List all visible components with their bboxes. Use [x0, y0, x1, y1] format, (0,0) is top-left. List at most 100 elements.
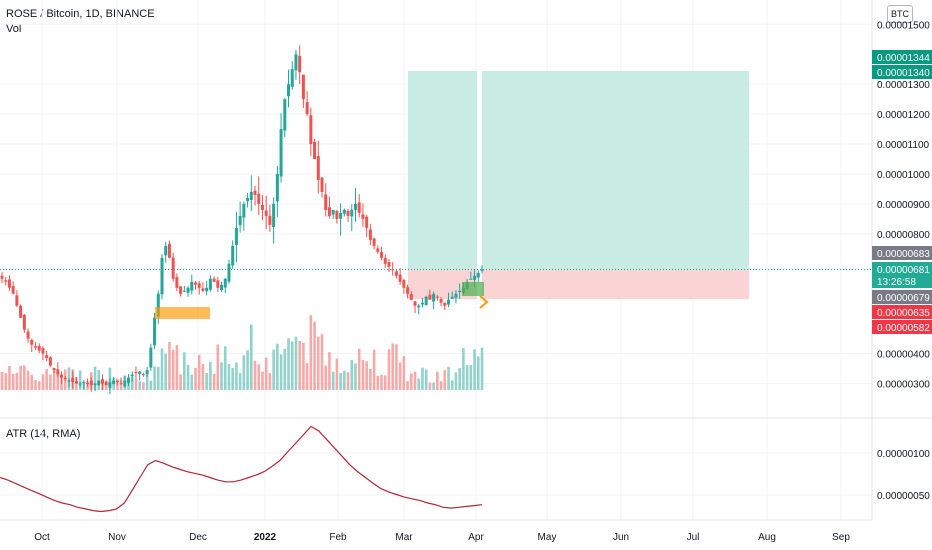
- price-tick-label: 0.00000900: [877, 200, 930, 211]
- volume-bar: [447, 366, 450, 390]
- accumulation-box: [155, 307, 210, 319]
- price-tag: [872, 50, 932, 64]
- volume-bar: [294, 336, 298, 390]
- candle-body: [294, 54, 298, 71]
- volume-bar: [357, 348, 361, 390]
- volume-bar: [462, 348, 465, 390]
- candle-body: [190, 281, 194, 291]
- volume-bar: [250, 324, 253, 390]
- candle-body: [82, 382, 86, 384]
- price-tag: [872, 262, 932, 288]
- volume-bar: [93, 366, 97, 390]
- candle-body: [313, 141, 317, 160]
- volume-bar: [369, 368, 372, 390]
- candle-body: [175, 277, 179, 288]
- candle-body: [435, 296, 439, 298]
- price-tag: [872, 320, 932, 334]
- price-tag: [872, 290, 932, 304]
- time-tick-label: Mar: [395, 532, 413, 543]
- volume-bar: [15, 372, 19, 390]
- volume-bar: [56, 374, 60, 390]
- volume-bar: [175, 345, 179, 390]
- candle-body: [301, 74, 305, 100]
- volume-bar: [313, 321, 316, 390]
- volume-bar: [138, 381, 141, 390]
- candle-body: [22, 314, 26, 330]
- volume-bar: [0, 371, 4, 390]
- candle-body: [153, 317, 157, 346]
- candle-body: [346, 210, 350, 216]
- volume-bar: [339, 372, 342, 390]
- candle-body: [0, 275, 4, 279]
- volume-bar: [436, 371, 439, 390]
- atr-legend: ATR (14, RMA): [6, 428, 81, 440]
- price-tick-label: 0.00001200: [877, 110, 930, 121]
- time-tick-label: Jul: [687, 532, 700, 543]
- volume-bar: [153, 366, 156, 390]
- candle-body: [238, 215, 242, 226]
- volume-bar: [346, 372, 350, 390]
- volume-bar: [246, 350, 249, 390]
- candle-body: [160, 257, 164, 295]
- candle-body: [193, 282, 197, 285]
- candle-body: [413, 301, 417, 306]
- volume-bar: [168, 341, 171, 390]
- volume-bar: [37, 381, 41, 390]
- volume-bar: [30, 374, 34, 390]
- candle-body: [212, 278, 216, 282]
- atr-line: [0, 425, 483, 513]
- volume-bar: [52, 370, 56, 390]
- candle-body: [406, 287, 410, 294]
- price-tag-label: 0.00000683: [877, 249, 930, 260]
- candle-body: [376, 248, 380, 252]
- candle-body: [89, 380, 93, 386]
- volume-bar: [316, 336, 320, 390]
- volume-bar: [164, 353, 168, 390]
- candle-body: [60, 374, 64, 378]
- target-zone: [408, 71, 749, 270]
- candle-body: [387, 262, 391, 267]
- candle-body: [223, 278, 227, 288]
- volume-bar: [220, 362, 223, 390]
- volume-bar: [41, 374, 45, 390]
- candle-body: [309, 115, 313, 145]
- price-tick-label: 0.00001500: [877, 20, 930, 31]
- candle-body: [350, 209, 354, 217]
- volume-bar: [276, 343, 279, 390]
- candle-body: [164, 245, 168, 256]
- volume-bar: [335, 358, 339, 390]
- candle-body: [74, 381, 78, 384]
- volume-bar: [290, 341, 294, 390]
- volume-bar: [45, 369, 48, 390]
- volume-bar: [11, 373, 15, 390]
- candle-body: [15, 295, 19, 306]
- volume-bar: [242, 355, 246, 390]
- volume-bar: [186, 364, 190, 390]
- currency-badge[interactable]: BTC: [887, 5, 913, 23]
- volume-bar: [324, 365, 328, 390]
- candle-body: [141, 374, 145, 376]
- volume-bar: [261, 371, 264, 390]
- candle-body: [179, 286, 183, 294]
- volume-bar: [469, 364, 473, 390]
- price-tag-label: 0.00000681: [877, 265, 930, 276]
- candle-body: [52, 368, 56, 371]
- candle-body: [56, 369, 60, 375]
- time-tick-label: May: [538, 532, 557, 543]
- candle-body: [480, 269, 484, 271]
- candle-body: [469, 278, 473, 280]
- candle-body: [272, 203, 276, 228]
- time-tick-label: Sep: [832, 532, 850, 543]
- candle-body: [391, 269, 395, 271]
- candle-body: [283, 99, 287, 131]
- volume-bar: [458, 367, 461, 390]
- candle-body: [335, 210, 339, 219]
- risk-reward-zones[interactable]: [408, 69, 749, 302]
- candle-body: [115, 380, 119, 383]
- candle-body: [104, 381, 108, 386]
- price-tag-label: 0.00001340: [877, 68, 930, 79]
- price-tag-label: 0.00000635: [877, 308, 930, 319]
- candlesticks: [0, 45, 484, 395]
- candle-body: [33, 346, 37, 348]
